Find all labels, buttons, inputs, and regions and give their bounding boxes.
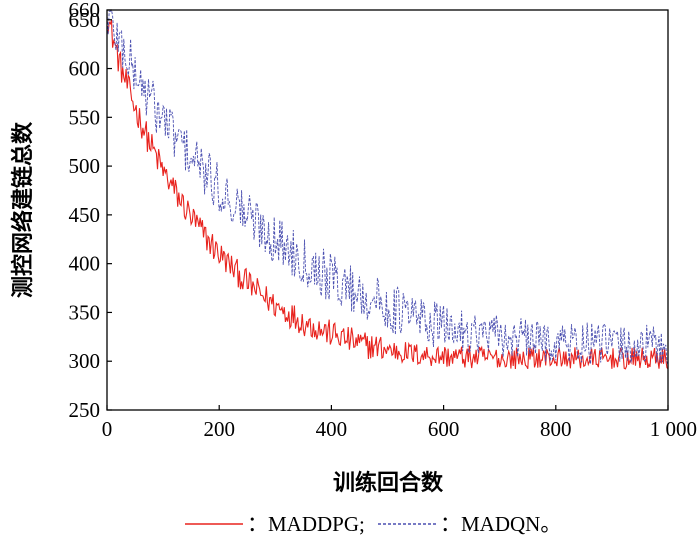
x-tick-label: 200 <box>203 417 235 441</box>
legend-label-madqn: ：MADQN。 <box>440 512 561 536</box>
x-tick-label: 1 000 <box>650 417 697 441</box>
x-axis-title: 训练回合数 <box>333 470 444 496</box>
legend: ：MADDPG; ：MADQN。 <box>185 512 561 536</box>
y-tick-label: 350 <box>69 300 101 324</box>
y-tick-label: 450 <box>69 203 101 227</box>
x-tick-label: 0 <box>102 417 113 441</box>
y-tick-label: 500 <box>69 154 101 178</box>
ticks-layer: 0 200 400 600 800 1 000 250 300 350 400 450 500 550 6… <box>69 0 698 441</box>
y-tick-label: 300 <box>69 349 101 373</box>
y-tick-label: 600 <box>69 57 101 81</box>
y-tick-label: 250 <box>69 398 101 422</box>
y-tick-label: 400 <box>69 252 101 276</box>
y-axis-title: 测控网络建链总数 <box>10 121 36 298</box>
y-tick-label: 550 <box>69 105 101 129</box>
series-line-maddpg <box>106 19 669 370</box>
plot-frame <box>106 9 669 411</box>
series-layer <box>106 9 669 370</box>
x-tick-label: 800 <box>540 417 572 441</box>
x-tick-label: 600 <box>428 417 460 441</box>
y-tick-label: 660 <box>69 0 101 22</box>
x-tick-label: 400 <box>316 417 348 441</box>
series-line-madqn <box>106 9 669 365</box>
y-tick-label: 650 <box>69 8 101 32</box>
legend-label-maddpg: ：MADDPG; <box>247 512 365 536</box>
